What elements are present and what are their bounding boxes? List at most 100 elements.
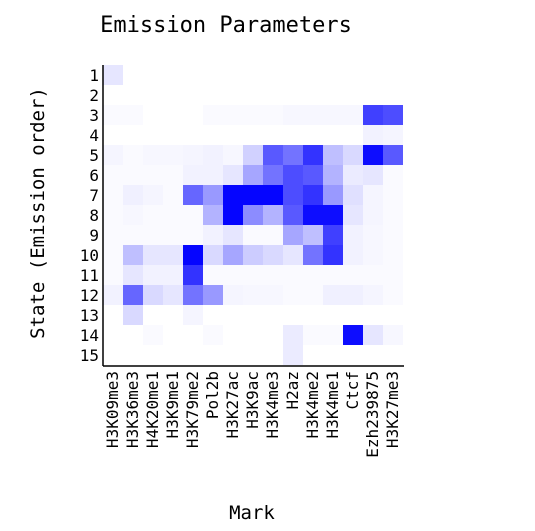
- heatmap-cell: [123, 165, 143, 185]
- heatmap-cell: [263, 125, 283, 145]
- heatmap-cell: [163, 265, 183, 285]
- heatmap-cell: [363, 65, 383, 85]
- heatmap-cell: [223, 165, 243, 185]
- heatmap-cell: [183, 85, 203, 105]
- heatmap-cell: [203, 65, 223, 85]
- row-tick-label: 3: [89, 106, 99, 125]
- heatmap-cell: [143, 125, 163, 145]
- chart-title: Emission Parameters: [100, 13, 352, 38]
- heatmap-cell: [223, 105, 243, 125]
- heatmap-cell: [123, 225, 143, 245]
- heatmap-cell: [323, 205, 343, 225]
- heatmap-cell: [303, 85, 323, 105]
- row-tick-label: 9: [89, 226, 99, 245]
- heatmap-cell: [203, 305, 223, 325]
- heatmap-cell: [383, 345, 403, 365]
- heatmap-cell: [243, 285, 263, 305]
- heatmap-cell: [243, 245, 263, 265]
- heatmap-cell: [223, 185, 243, 205]
- heatmap-cell: [143, 305, 163, 325]
- heatmap-cell: [143, 345, 163, 365]
- heatmap-cell: [343, 305, 363, 325]
- heatmap-cell: [183, 105, 203, 125]
- heatmap-cell: [303, 165, 323, 185]
- heatmap-cell: [303, 125, 323, 145]
- heatmap-cell: [363, 125, 383, 145]
- column-tick-label: H3K9ac: [243, 371, 262, 429]
- heatmap-cell: [203, 345, 223, 365]
- heatmap-cell: [343, 105, 363, 125]
- heatmap-cell: [323, 125, 343, 145]
- heatmap-cell: [243, 185, 263, 205]
- heatmap-cell: [343, 345, 363, 365]
- heatmap-cell: [263, 105, 283, 125]
- heatmap-cell: [203, 165, 223, 185]
- heatmap-cell: [223, 65, 243, 85]
- heatmap-cell: [103, 305, 123, 325]
- heatmap-cell: [123, 345, 143, 365]
- column-tick-label: H3K27ac: [223, 371, 242, 438]
- heatmap-cell: [343, 165, 363, 185]
- heatmap-cell: [103, 265, 123, 285]
- heatmap-cell: [103, 325, 123, 345]
- heatmap-cell: [323, 325, 343, 345]
- heatmap-cell: [143, 145, 163, 165]
- heatmap-cell: [383, 265, 403, 285]
- column-tick-label: H3K79me2: [183, 371, 202, 448]
- heatmap-cell: [283, 305, 303, 325]
- column-tick-label: Ctcf: [343, 371, 362, 410]
- heatmap-cell: [123, 65, 143, 85]
- row-tick-label: 11: [80, 266, 99, 285]
- heatmap-cells: [103, 65, 403, 365]
- heatmap-cell: [143, 105, 163, 125]
- heatmap-cell: [363, 345, 383, 365]
- heatmap-cell: [103, 65, 123, 85]
- heatmap-cell: [383, 85, 403, 105]
- heatmap-cell: [383, 145, 403, 165]
- heatmap-cell: [263, 205, 283, 225]
- heatmap-cell: [123, 125, 143, 145]
- heatmap-cell: [283, 225, 303, 245]
- heatmap-cell: [143, 65, 163, 85]
- heatmap-cell: [263, 245, 283, 265]
- row-tick-label: 10: [80, 246, 99, 265]
- heatmap-cell: [383, 185, 403, 205]
- heatmap-cell: [263, 285, 283, 305]
- heatmap-cell: [303, 185, 323, 205]
- column-tick-label: H3K27me3: [383, 371, 402, 448]
- heatmap-cell: [283, 185, 303, 205]
- heatmap-cell: [383, 285, 403, 305]
- heatmap-cell: [283, 125, 303, 145]
- column-tick-label: Ezh239875: [363, 371, 382, 458]
- heatmap-cell: [163, 85, 183, 105]
- row-tick-label: 8: [89, 206, 99, 225]
- column-tick-label: H3K09me3: [103, 371, 122, 448]
- heatmap-cell: [163, 285, 183, 305]
- heatmap-cell: [183, 305, 203, 325]
- heatmap-cell: [243, 225, 263, 245]
- heatmap-cell: [203, 145, 223, 165]
- heatmap-cell: [323, 305, 343, 325]
- column-tick-label: Pol2b: [203, 371, 222, 419]
- heatmap-cell: [243, 125, 263, 145]
- heatmap-cell: [363, 105, 383, 125]
- heatmap-cell: [303, 305, 323, 325]
- heatmap-cell: [343, 85, 363, 105]
- heatmap-cell: [323, 245, 343, 265]
- heatmap-cell: [363, 265, 383, 285]
- heatmap-cell: [343, 245, 363, 265]
- heatmap-cell: [143, 325, 163, 345]
- heatmap-cell: [203, 245, 223, 265]
- heatmap-cell: [123, 325, 143, 345]
- heatmap-cell: [183, 225, 203, 245]
- heatmap-cell: [223, 225, 243, 245]
- column-tick-labels: H3K09me3 H3K36me3 H4K20me1 H3K9me1 H3K79me2 P…: [103, 371, 402, 458]
- heatmap-cell: [163, 165, 183, 185]
- heatmap-cell: [343, 185, 363, 205]
- heatmap-cell: [363, 325, 383, 345]
- heatmap-cell: [103, 205, 123, 225]
- column-tick-label: H4K20me1: [143, 371, 162, 448]
- heatmap-cell: [163, 305, 183, 325]
- heatmap-cell: [323, 105, 343, 125]
- heatmap-cell: [163, 65, 183, 85]
